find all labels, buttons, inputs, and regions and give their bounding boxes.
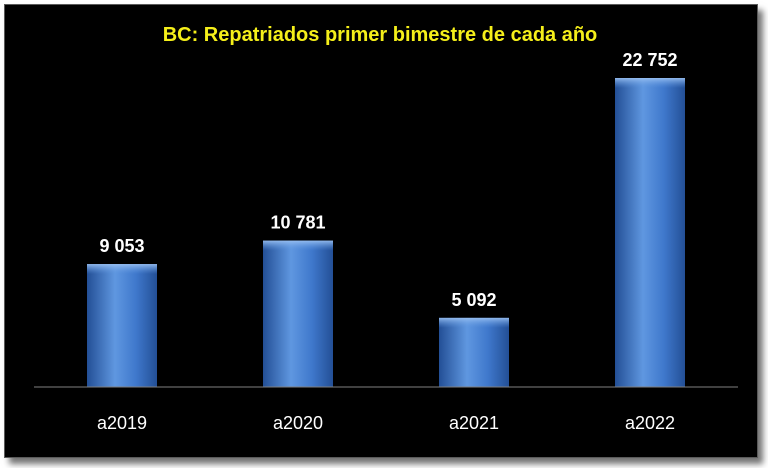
data-label-a2019: 9 053 [99, 236, 144, 256]
x-tick-label-a2019: a2019 [97, 413, 147, 433]
bar-highlight-a2020 [263, 240, 333, 251]
bar-highlight-a2019 [87, 264, 157, 275]
bar-highlight-a2021 [439, 317, 509, 328]
data-label-a2020: 10 781 [270, 213, 325, 233]
chart-title: BC: Repatriados primer bimestre de cada … [162, 24, 598, 46]
x-tick-label-a2022: a2022 [625, 413, 675, 433]
bar-a2021 [439, 317, 509, 387]
bar-a2020 [263, 240, 333, 387]
data-label-a2022: 22 752 [622, 50, 677, 70]
bars-layer [87, 78, 685, 387]
data-label-a2021: 5 092 [451, 290, 496, 310]
labels-layer: 9 053 a2019 10 781 a2020 5 092 a2021 22 752 a20… [97, 50, 678, 433]
x-tick-label-a2021: a2021 [449, 413, 499, 433]
bar-a2019 [87, 264, 157, 387]
bar-a2022 [615, 78, 685, 387]
bar-highlight-a2022 [615, 78, 685, 88]
x-tick-label-a2020: a2020 [273, 413, 323, 433]
